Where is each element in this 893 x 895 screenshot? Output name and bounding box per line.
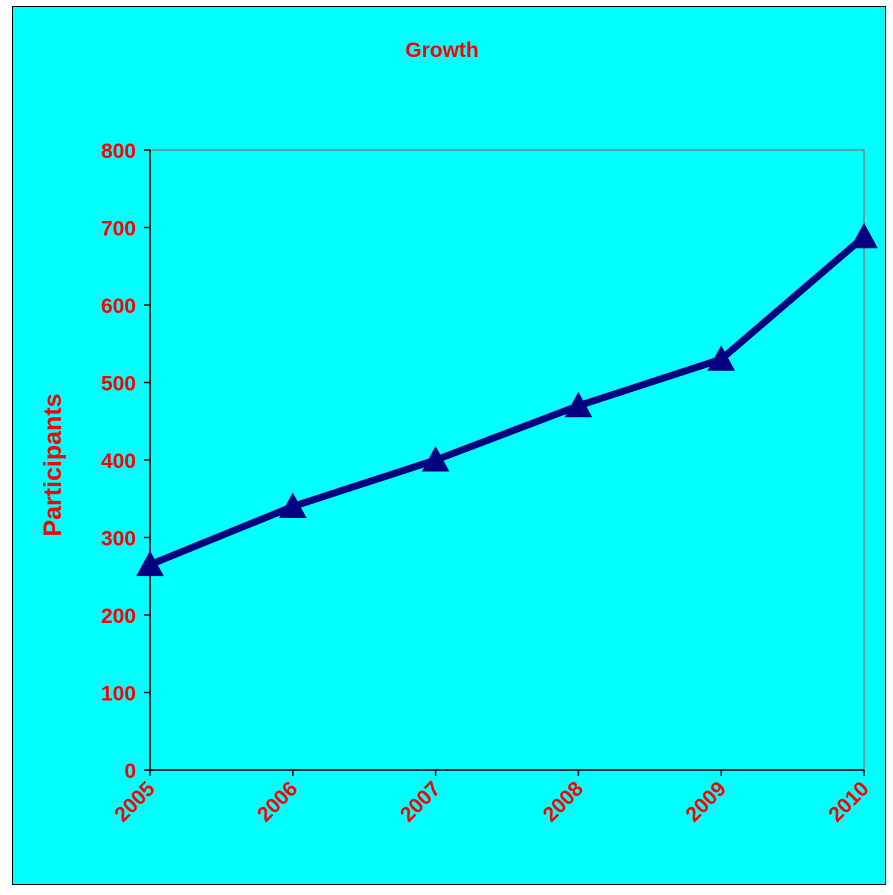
y-tick-label: 800 bbox=[101, 140, 136, 163]
y-tick-label: 300 bbox=[101, 528, 136, 551]
y-tick-label: 700 bbox=[101, 218, 136, 241]
plot-border bbox=[149, 149, 865, 771]
data-point-marker bbox=[136, 550, 164, 577]
plot-area: 0 100 200 300 400 500 600 700 800 2005 2006 2007 200… bbox=[101, 140, 878, 827]
y-tick-label: 600 bbox=[101, 295, 136, 318]
data-point-marker bbox=[564, 391, 593, 418]
data-point-marker bbox=[278, 492, 307, 518]
data-point-marker bbox=[421, 445, 450, 472]
y-axis-label: Participants bbox=[39, 393, 67, 536]
y-tick-label: 400 bbox=[101, 450, 136, 473]
chart-title: Growth bbox=[405, 39, 479, 62]
x-tick-label: 2008 bbox=[539, 777, 589, 827]
data-point-marker bbox=[707, 345, 736, 371]
x-tick-label: 2005 bbox=[110, 777, 160, 827]
y-tick-label: 0 bbox=[124, 760, 136, 783]
x-tick-label: 2006 bbox=[253, 777, 302, 826]
x-tick-label: 2007 bbox=[396, 777, 445, 826]
chart-frame bbox=[12, 6, 886, 885]
y-tick-label: 500 bbox=[101, 373, 136, 396]
x-tick-label: 2009 bbox=[681, 777, 730, 826]
x-tick-label: 2010 bbox=[824, 777, 873, 826]
data-point-marker bbox=[850, 222, 878, 249]
y-tick-label: 100 bbox=[101, 683, 136, 706]
y-tick-label: 200 bbox=[101, 605, 136, 628]
series-line bbox=[146, 233, 868, 569]
